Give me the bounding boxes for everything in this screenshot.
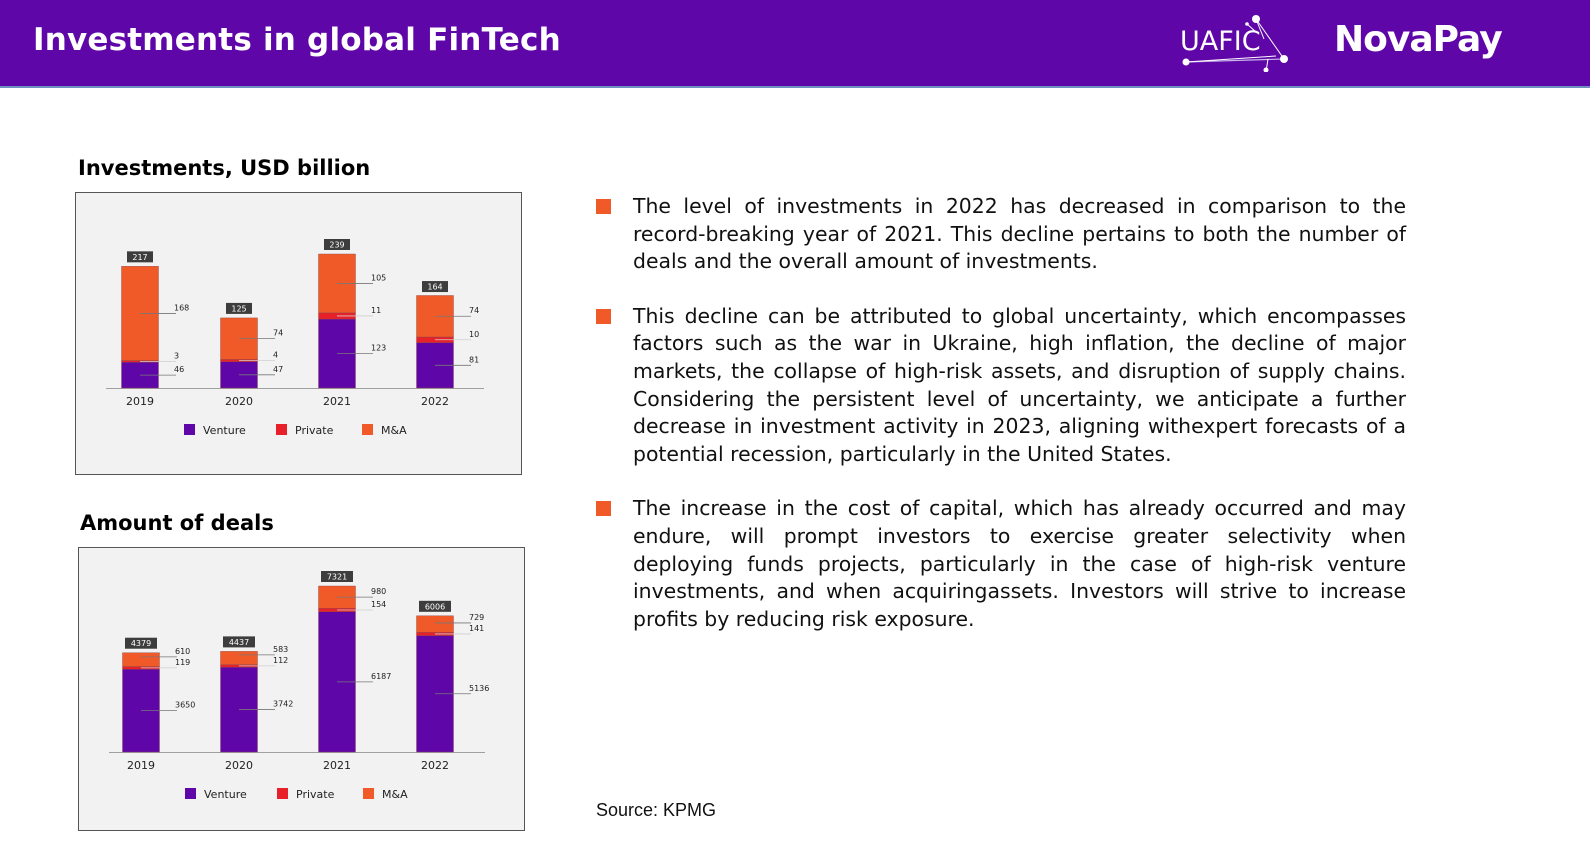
data-label: 112 bbox=[273, 656, 288, 665]
legend-label: M&A bbox=[381, 424, 407, 437]
bar-segment-maa bbox=[220, 651, 258, 665]
legend-swatch bbox=[277, 788, 288, 799]
bullet-list: The level of investments in 2022 has dec… bbox=[596, 193, 1406, 660]
total-label: 7321 bbox=[327, 573, 347, 582]
source-note: Source: KPMG bbox=[596, 800, 717, 820]
deals-chart: 3650 119 610 4379 2019 3742 112 583 4437 2020 6187… bbox=[78, 547, 525, 831]
data-label: 123 bbox=[371, 344, 386, 353]
data-label: 105 bbox=[371, 273, 386, 282]
total-label: 4379 bbox=[131, 639, 151, 648]
bullet-square-icon bbox=[596, 308, 611, 324]
x-tick-label: 2020 bbox=[225, 759, 253, 772]
data-label: 980 bbox=[371, 587, 386, 596]
legend-swatch bbox=[362, 424, 373, 435]
legend-swatch bbox=[276, 424, 287, 435]
header-bar: Investments in global FinTech UAFIC Nova… bbox=[0, 0, 1590, 88]
total-label-box bbox=[419, 600, 451, 612]
bullet-text: The increase in the cost of capital, whi… bbox=[633, 496, 1406, 631]
data-label: 6187 bbox=[371, 672, 391, 681]
bar-segment-maa bbox=[122, 652, 160, 667]
bullet-item: The increase in the cost of capital, whi… bbox=[596, 495, 1406, 633]
data-label: 119 bbox=[175, 658, 190, 667]
total-label-box bbox=[422, 281, 448, 293]
bullet-item: The level of investments in 2022 has dec… bbox=[596, 193, 1406, 276]
data-label: 610 bbox=[175, 647, 190, 656]
data-label: 4 bbox=[273, 351, 278, 360]
total-label: 239 bbox=[329, 241, 344, 250]
total-label-box bbox=[321, 571, 353, 582]
data-label: 3742 bbox=[273, 700, 293, 709]
uafic-logo: UAFIC bbox=[1176, 12, 1290, 73]
total-label: 6006 bbox=[425, 602, 445, 611]
x-tick-label: 2021 bbox=[323, 395, 351, 408]
data-label: 74 bbox=[469, 306, 479, 315]
x-tick-label: 2022 bbox=[421, 759, 449, 772]
total-label-box bbox=[324, 239, 350, 250]
total-label-box bbox=[125, 637, 157, 649]
x-tick-label: 2022 bbox=[421, 395, 449, 408]
chart-title-investments: Investments, USD billion bbox=[78, 156, 371, 180]
x-tick-label: 2019 bbox=[127, 759, 155, 772]
deals-chart-svg: 3650 119 610 4379 2019 3742 112 583 4437 2020 6187… bbox=[109, 571, 489, 801]
legend-swatch bbox=[363, 788, 374, 799]
data-label: 5136 bbox=[469, 684, 489, 693]
uafic-logo-text: UAFIC bbox=[1180, 26, 1261, 57]
data-label: 11 bbox=[371, 306, 381, 315]
total-label-box bbox=[127, 251, 153, 263]
data-label: 81 bbox=[469, 355, 479, 364]
bullet-item: This decline can be attributed to global… bbox=[596, 303, 1406, 469]
legend-label: Private bbox=[295, 424, 334, 437]
data-label: 729 bbox=[469, 613, 484, 622]
investments-chart-svg: 4631682172019474741252020123111052392021… bbox=[106, 239, 484, 437]
total-label: 125 bbox=[231, 304, 246, 313]
x-tick-label: 2021 bbox=[323, 759, 351, 772]
legend-label: M&A bbox=[382, 788, 408, 801]
data-label: 168 bbox=[174, 303, 189, 312]
data-label: 3 bbox=[174, 351, 179, 360]
data-label: 3650 bbox=[175, 701, 195, 710]
novapay-logo: NovaPay bbox=[1334, 19, 1503, 60]
uafic-network-icon bbox=[1182, 15, 1288, 73]
page-title: Investments in global FinTech bbox=[33, 22, 561, 58]
legend-label: Venture bbox=[204, 788, 247, 801]
chart-title-deals: Amount of deals bbox=[80, 511, 274, 535]
legend-swatch bbox=[185, 788, 196, 799]
legend-label: Private bbox=[296, 788, 335, 801]
data-label: 141 bbox=[469, 624, 484, 633]
total-label: 217 bbox=[132, 253, 147, 262]
bullet-text: This decline can be attributed to global… bbox=[633, 303, 1406, 466]
x-tick-label: 2019 bbox=[126, 395, 154, 408]
data-label: 10 bbox=[469, 330, 479, 339]
legend-swatch bbox=[184, 424, 195, 435]
bar-segment-maa bbox=[416, 615, 454, 633]
total-label: 164 bbox=[427, 283, 442, 292]
bullet-square-icon bbox=[596, 199, 611, 214]
data-label: 583 bbox=[273, 645, 288, 654]
bullet-square-icon bbox=[596, 501, 611, 517]
total-label-box bbox=[226, 302, 252, 314]
total-label: 4437 bbox=[229, 638, 249, 647]
data-label: 74 bbox=[273, 329, 283, 338]
legend-label: Venture bbox=[203, 424, 246, 437]
total-label-box bbox=[223, 636, 255, 648]
x-tick-label: 2020 bbox=[225, 395, 253, 408]
data-label: 47 bbox=[273, 365, 283, 374]
data-label: 154 bbox=[371, 600, 386, 609]
data-label: 46 bbox=[174, 365, 184, 374]
investments-chart: 46 3 168 217 2019 47 4 74 125 2020 123 11 105 239 2021… bbox=[75, 192, 522, 475]
bullet-text: The level of investments in 2022 has dec… bbox=[633, 194, 1406, 274]
